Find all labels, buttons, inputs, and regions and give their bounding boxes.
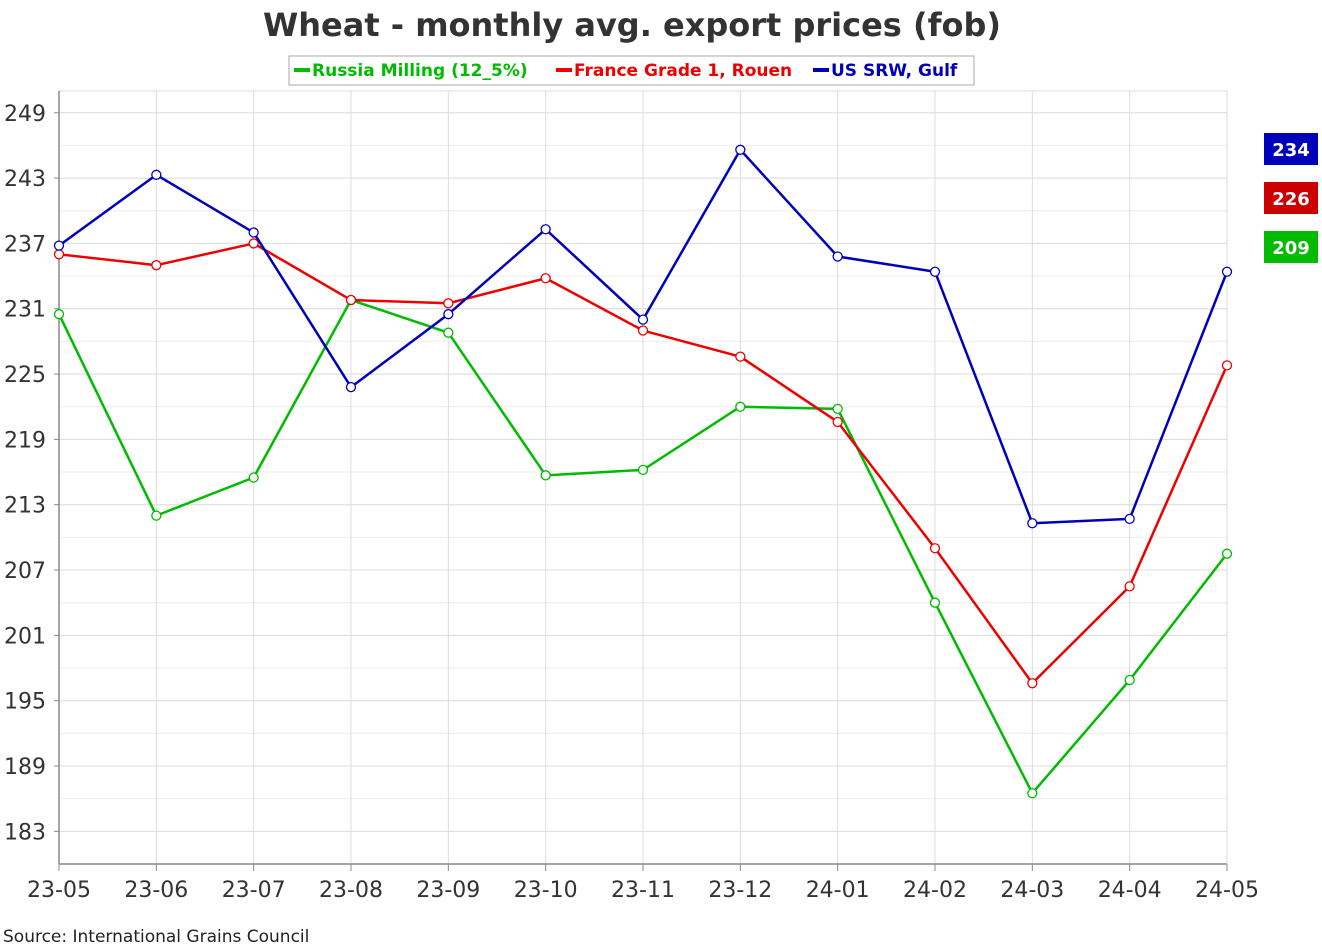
- data-point: [1124, 674, 1135, 686]
- data-point: [540, 273, 551, 284]
- data-point: [53, 249, 65, 260]
- y-tick-label: 183: [4, 820, 46, 845]
- x-tick-label: 23-11: [611, 878, 675, 903]
- data-point: [1221, 266, 1233, 277]
- data-point: [929, 597, 941, 608]
- data-point: [443, 309, 454, 320]
- badge-label: 209: [1272, 238, 1310, 259]
- data-point: [735, 144, 746, 155]
- y-tick-label: 225: [4, 363, 46, 388]
- series: [53, 144, 1233, 799]
- data-point: [832, 416, 843, 428]
- x-tick-label: 24-03: [1000, 878, 1064, 903]
- data-point: [735, 401, 746, 412]
- y-tick-label: 189: [4, 755, 46, 780]
- legend-label: Russia Milling (12_5%): [312, 61, 528, 81]
- data-point: [540, 470, 551, 481]
- last-value-badge: 226: [1264, 182, 1318, 214]
- x-tick-label: 23-07: [222, 878, 286, 903]
- data-point: [637, 314, 649, 325]
- x-tick-label: 23-05: [27, 878, 91, 903]
- x-tick-label: 23-09: [416, 878, 480, 903]
- data-point: [53, 240, 65, 251]
- y-tick-label: 219: [4, 428, 46, 453]
- data-point: [345, 381, 357, 393]
- badge-background: [1264, 231, 1318, 263]
- badge-background: [1264, 182, 1318, 214]
- badge-background: [1264, 133, 1318, 165]
- data-point: [443, 327, 454, 338]
- data-point: [151, 260, 162, 271]
- y-tick-label: 237: [4, 232, 46, 257]
- x-tick-label: 24-02: [903, 878, 967, 903]
- x-axis-ticks: 23-05 23-06 23-07 23-08 23-09 23-10 23-11 23-12…: [27, 864, 1259, 903]
- x-tick-label: 24-05: [1195, 878, 1259, 903]
- data-point: [832, 251, 843, 262]
- y-tick-label: 213: [4, 494, 46, 519]
- data-point: [1027, 678, 1038, 689]
- data-point: [1027, 518, 1038, 529]
- x-tick-label: 23-08: [319, 878, 383, 903]
- series-3: [53, 144, 1233, 529]
- last-value-badges: 234 226 209: [1264, 133, 1318, 263]
- x-tick-label: 24-04: [1098, 878, 1162, 903]
- last-value-badge: 234: [1264, 133, 1318, 165]
- data-point: [248, 238, 259, 249]
- badge-label: 226: [1272, 189, 1310, 210]
- last-value-badge: 209: [1264, 231, 1318, 263]
- y-tick-label: 207: [4, 559, 46, 584]
- legend-box: [288, 55, 975, 86]
- data-point: [443, 298, 454, 309]
- data-point: [53, 309, 65, 320]
- y-axis-ticks: 183 189 195 201 207 213 219 225 231 237 243 249: [4, 102, 59, 845]
- data-point: [151, 510, 162, 521]
- x-tick-label: 23-06: [124, 878, 188, 903]
- data-point: [735, 351, 746, 362]
- data-point: [929, 266, 941, 277]
- data-point: [1221, 360, 1233, 371]
- legend: Russia Milling (12_5%) France Grade 1, Ro…: [288, 55, 975, 86]
- data-point: [1124, 581, 1135, 592]
- y-tick-label: 195: [4, 690, 46, 715]
- badge-label: 234: [1272, 140, 1310, 161]
- y-tick-label: 201: [4, 624, 46, 649]
- grid: [58, 90, 1228, 865]
- series-2: [53, 238, 1233, 689]
- chart-title: Wheat - monthly avg. export prices (fob): [263, 6, 1001, 44]
- data-point: [151, 169, 162, 180]
- x-tick-label: 23-10: [514, 878, 578, 903]
- y-tick-label: 243: [4, 167, 46, 192]
- data-point: [248, 472, 259, 483]
- legend-label: France Grade 1, Rouen: [574, 61, 792, 81]
- legend-label: US SRW, Gulf: [831, 61, 958, 81]
- data-point: [832, 403, 843, 415]
- x-tick-label: 23-12: [708, 878, 772, 903]
- y-tick-label: 249: [4, 102, 46, 127]
- data-point: [248, 227, 259, 238]
- data-point: [345, 294, 357, 306]
- source-note: Source: International Grains Council: [3, 927, 309, 947]
- x-tick-label: 24-01: [806, 878, 870, 903]
- y-tick-label: 231: [4, 298, 46, 323]
- data-point: [1027, 788, 1038, 799]
- data-point: [637, 325, 649, 336]
- data-point: [637, 464, 649, 476]
- data-point: [1221, 548, 1233, 559]
- data-point: [540, 224, 551, 235]
- data-point: [1124, 513, 1135, 525]
- data-point: [929, 543, 941, 554]
